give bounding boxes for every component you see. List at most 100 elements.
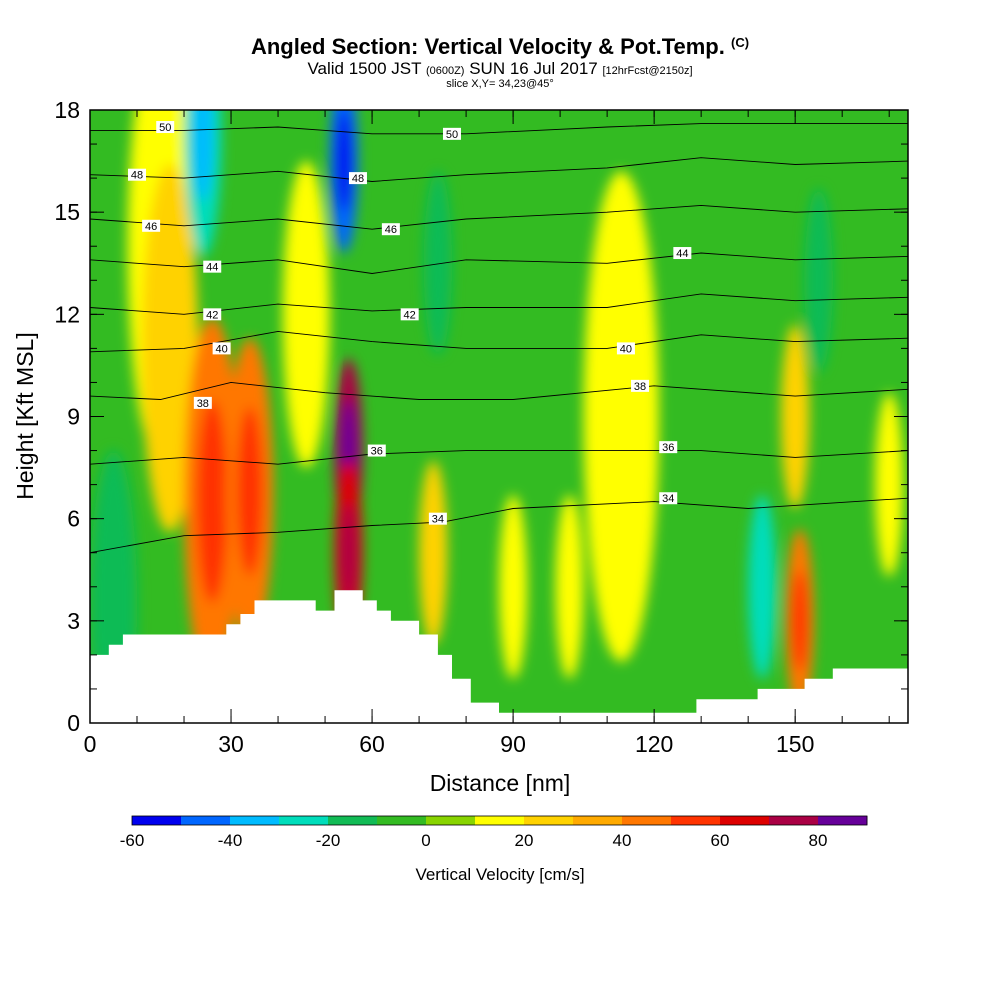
isentrope-label-text: 36 xyxy=(662,442,674,454)
isentrope-38 xyxy=(90,381,908,400)
isentrope-label-text: 50 xyxy=(159,122,171,134)
field-core xyxy=(196,400,228,603)
colorbar-swatch xyxy=(181,816,231,825)
contour-labels: 34 34 36 36 38 38 40 40 42 42 44 44 46 46 48 48 50 50 xyxy=(128,121,692,526)
isentrope-label-text: 44 xyxy=(206,262,218,274)
x-tick-label: 60 xyxy=(359,731,385,757)
isentrope-label: 40 xyxy=(212,342,231,355)
isentrope-48 xyxy=(90,157,908,182)
colorbar-swatch xyxy=(230,816,280,825)
colorbar-tick-label: 60 xyxy=(711,831,730,850)
colorbar-tick-label: 20 xyxy=(515,831,534,850)
colorbar-swatch xyxy=(769,816,819,825)
field-cell xyxy=(419,460,448,645)
colorbar-swatch xyxy=(818,816,868,825)
field-core xyxy=(792,570,808,672)
field-cell xyxy=(804,188,833,373)
isentrope-label: 38 xyxy=(631,379,650,393)
colorbar-swatch xyxy=(720,816,770,825)
isentrope-label-bg xyxy=(156,121,175,134)
field-cell xyxy=(583,171,659,662)
isentrope-label: 50 xyxy=(442,127,461,141)
x-tick-label: 30 xyxy=(218,731,244,757)
isentrope-label: 38 xyxy=(193,396,212,410)
isentrope-label-text: 34 xyxy=(432,514,444,526)
chart-title-mark: (C) xyxy=(731,35,750,50)
x-axis-label: Distance [nm] xyxy=(430,770,571,796)
colorbar-swatch xyxy=(524,816,574,825)
isentrope-label: 34 xyxy=(659,492,678,505)
x-tick-label: 150 xyxy=(776,731,814,757)
isentrope-label-bg xyxy=(659,441,678,454)
y-tick-label: 0 xyxy=(67,710,80,736)
field-cell xyxy=(141,164,199,533)
isentrope-label-text: 42 xyxy=(206,309,218,321)
isentrope-label-text: 46 xyxy=(145,221,157,233)
y-tick-label: 6 xyxy=(67,506,80,532)
isentrope-label-text: 40 xyxy=(620,343,632,355)
field-cell xyxy=(781,324,810,509)
isentrope-label-text: 40 xyxy=(216,343,228,355)
isentrope-label-bg xyxy=(203,260,222,273)
isentrope-label-text: 36 xyxy=(371,446,383,458)
isentrope-label-bg xyxy=(193,396,212,409)
isentrope-label-bg xyxy=(400,308,419,321)
x-tick-label: 90 xyxy=(500,731,526,757)
isentrope-label: 36 xyxy=(367,444,386,458)
x-tick-label: 0 xyxy=(84,731,97,757)
colorbar-frame xyxy=(131,815,868,826)
isentrope-label-text: 38 xyxy=(197,398,209,410)
colorbar-swatch xyxy=(573,816,623,825)
isentrope-label: 48 xyxy=(348,172,367,185)
isentrope-label: 46 xyxy=(381,223,400,236)
y-tick-label: 12 xyxy=(54,301,80,327)
colorbar-tick-label: 40 xyxy=(613,831,632,850)
isentrope-label-text: 42 xyxy=(404,309,416,321)
colorbar-swatch xyxy=(279,816,329,825)
isentrope-label-bg xyxy=(367,444,386,457)
colorbar-swatch xyxy=(622,816,672,825)
colorbar-tick-label: -20 xyxy=(316,831,341,850)
colorbar-tick-label: -60 xyxy=(120,831,145,850)
colorbar-tick-label: 80 xyxy=(809,831,828,850)
isentrope-label: 46 xyxy=(142,219,161,233)
isentrope-label-bg xyxy=(442,127,461,140)
terrain xyxy=(90,590,908,723)
chart-subtitle: Valid 1500 JST (0600Z) SUN 16 Jul 2017 [… xyxy=(0,60,1000,79)
isentrope-label-bg xyxy=(348,172,367,185)
isentrope-label: 34 xyxy=(428,512,447,526)
colorbar-swatch xyxy=(475,816,525,825)
velocity-field xyxy=(90,110,908,723)
isentrope-label-text: 44 xyxy=(676,248,688,260)
isentrope-label-text: 46 xyxy=(385,224,397,236)
field-core xyxy=(336,110,352,212)
isentrope-label: 44 xyxy=(203,260,222,274)
isentrope-label: 50 xyxy=(156,121,175,134)
isentrope-label-bg xyxy=(212,342,231,355)
colorbar-tick-label: 0 xyxy=(421,831,430,850)
colorbar-swatch xyxy=(671,816,721,825)
field-cell xyxy=(282,161,330,468)
isentrope-46 xyxy=(90,204,908,230)
isentrope-label-bg xyxy=(673,247,692,260)
isentrope-label-text: 48 xyxy=(352,173,364,185)
y-axis-label: Height [Kft MSL] xyxy=(12,332,38,499)
isentrope-label-bg xyxy=(428,512,447,525)
isentrope-label: 48 xyxy=(128,168,147,182)
field-cell xyxy=(748,494,777,679)
field-core xyxy=(340,502,357,604)
field-cell xyxy=(423,171,452,356)
isentrope-label-text: 50 xyxy=(446,129,458,141)
field-core xyxy=(192,110,214,202)
isentrope-label-bg xyxy=(381,223,400,236)
isentrope-label-bg xyxy=(631,379,650,392)
isentrope-36 xyxy=(90,450,908,465)
isentrope-label: 42 xyxy=(203,308,222,321)
title-block: Angled Section: Vertical Velocity & Pot.… xyxy=(0,34,1000,90)
colorbar-swatch xyxy=(377,816,427,825)
isentrope-label: 42 xyxy=(400,308,419,321)
isentrope-50 xyxy=(90,123,908,135)
field-cell xyxy=(555,494,584,679)
